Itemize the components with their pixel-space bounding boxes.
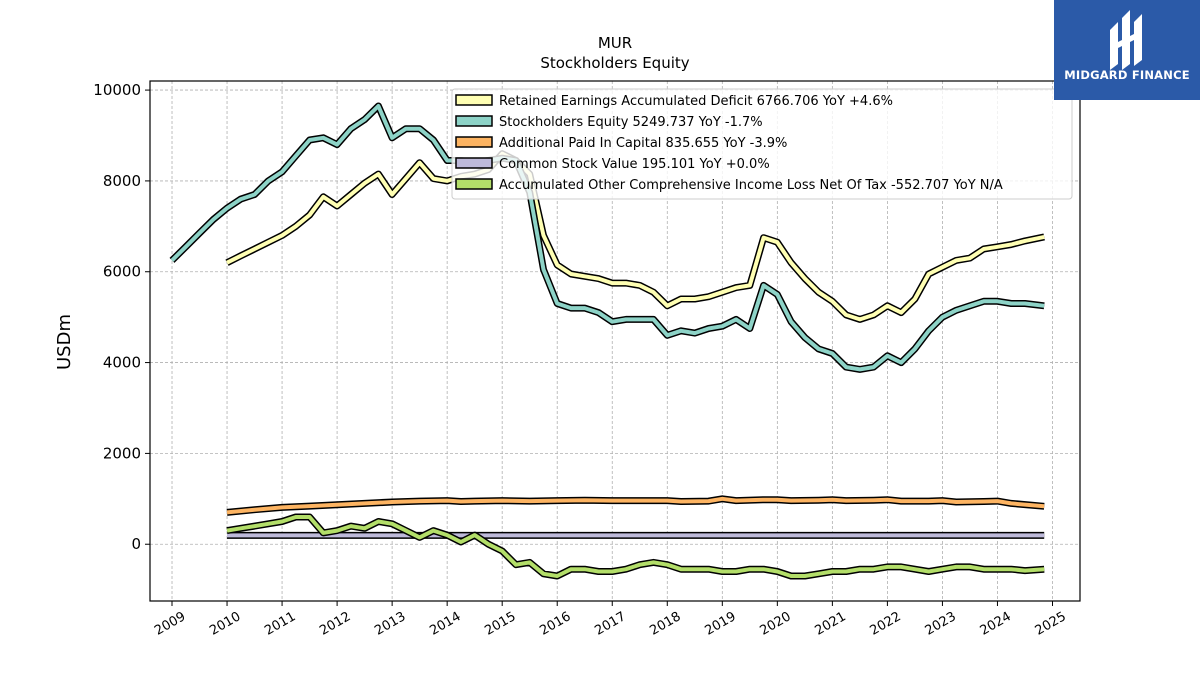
x-tick-label: 2013 xyxy=(372,609,408,639)
x-tick-label: 2021 xyxy=(813,609,849,639)
legend-entry: Additional Paid In Capital 835.655 YoY -… xyxy=(455,136,787,151)
y-tick-label: 2000 xyxy=(103,444,141,462)
logo-mark-icon xyxy=(1110,10,1142,70)
series-line xyxy=(169,102,1045,373)
legend-swatch xyxy=(455,115,493,127)
x-tick-label: 2012 xyxy=(317,609,353,639)
y-tick-label: 8000 xyxy=(103,172,141,190)
series-line-stroke xyxy=(170,104,1045,372)
legend-entry: Common Stock Value 195.101 YoY +0.0% xyxy=(455,157,770,172)
y-axis-label: USDm xyxy=(54,314,75,370)
series-line xyxy=(225,150,1045,323)
y-tick-label: 0 xyxy=(131,535,141,553)
legend-label: Retained Earnings Accumulated Deficit 67… xyxy=(499,94,893,109)
legend-label: Common Stock Value 195.101 YoY +0.0% xyxy=(499,157,770,172)
x-tick-label: 2025 xyxy=(1033,609,1069,639)
x-tick-label: 2011 xyxy=(262,609,298,639)
chart-title: MUR xyxy=(598,34,632,52)
series-line-stroke xyxy=(226,496,1045,515)
legend-box xyxy=(451,88,1073,200)
legend-label: Stockholders Equity 5249.737 YoY -1.7% xyxy=(499,115,763,130)
plot-frame xyxy=(149,80,1081,602)
x-tick-label: 2024 xyxy=(978,609,1014,639)
series-line xyxy=(226,495,1045,516)
chart-subtitle: Stockholders Equity xyxy=(540,54,689,72)
y-tick-label: 10000 xyxy=(93,81,141,99)
legend-swatch xyxy=(455,157,493,169)
x-tick-label: 2018 xyxy=(647,609,683,639)
y-tick-label: 4000 xyxy=(103,354,141,372)
x-tick-label: 2014 xyxy=(427,609,463,639)
legend-entry: Stockholders Equity 5249.737 YoY -1.7% xyxy=(455,115,763,130)
series-line-stroke xyxy=(226,515,1045,578)
legend-swatch xyxy=(455,94,493,106)
y-tick-label: 6000 xyxy=(103,263,141,281)
series-line-stroke xyxy=(226,151,1045,322)
series-lines xyxy=(169,102,1045,580)
legend-swatch xyxy=(455,178,493,190)
x-tick-label: 2019 xyxy=(702,609,738,639)
series-line xyxy=(226,513,1045,580)
x-tick-label: 2020 xyxy=(758,609,794,639)
legend-swatch xyxy=(455,136,493,148)
x-tick-label: 2015 xyxy=(482,609,518,639)
x-tick-label: 2023 xyxy=(923,609,959,639)
legend: Retained Earnings Accumulated Deficit 67… xyxy=(451,88,1073,200)
legend-label: Accumulated Other Comprehensive Income L… xyxy=(499,178,1003,193)
x-tick-label: 2009 xyxy=(152,609,188,639)
x-tick-label: 2010 xyxy=(207,609,243,639)
legend-label: Additional Paid In Capital 835.655 YoY -… xyxy=(499,136,787,151)
legend-entry: Accumulated Other Comprehensive Income L… xyxy=(455,178,1003,193)
logo-text: MIDGARD FINANCE xyxy=(1064,68,1190,82)
x-tick-label: 2017 xyxy=(592,609,628,639)
legend-entry: Retained Earnings Accumulated Deficit 67… xyxy=(455,94,893,109)
x-tick-label: 2016 xyxy=(537,609,573,639)
x-tick-label: 2022 xyxy=(868,609,904,639)
midgard-finance-logo: MIDGARD FINANCE xyxy=(1054,0,1200,100)
